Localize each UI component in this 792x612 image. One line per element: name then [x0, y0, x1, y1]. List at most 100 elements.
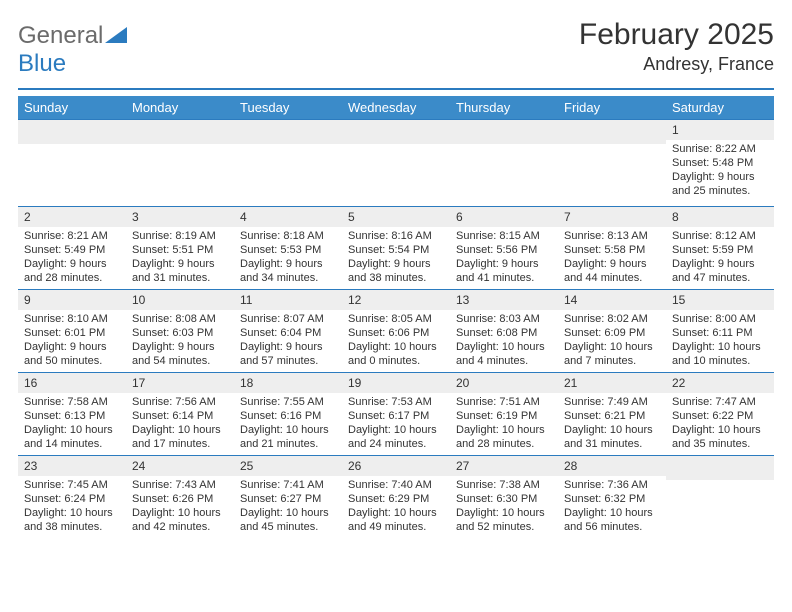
location: Andresy, France — [579, 54, 774, 75]
daylight-text: Daylight: 10 hours and 42 minutes. — [132, 506, 228, 534]
sunset-text: Sunset: 6:21 PM — [564, 409, 660, 423]
sunset-text: Sunset: 6:14 PM — [132, 409, 228, 423]
daylight-text: Daylight: 9 hours and 25 minutes. — [672, 170, 768, 198]
sunrise-text: Sunrise: 7:58 AM — [24, 395, 120, 409]
daylight-text: Daylight: 10 hours and 31 minutes. — [564, 423, 660, 451]
sunrise-text: Sunrise: 8:00 AM — [672, 312, 768, 326]
day-body: Sunrise: 7:55 AMSunset: 6:16 PMDaylight:… — [234, 393, 342, 455]
day-number: 3 — [126, 206, 234, 227]
day-number: 1 — [666, 119, 774, 140]
sunrise-text: Sunrise: 8:16 AM — [348, 229, 444, 243]
day-cell: 27Sunrise: 7:38 AMSunset: 6:30 PMDayligh… — [450, 455, 558, 542]
day-cell: 6Sunrise: 8:15 AMSunset: 5:56 PMDaylight… — [450, 206, 558, 289]
daylight-text: Daylight: 10 hours and 56 minutes. — [564, 506, 660, 534]
day-body: Sunrise: 8:12 AMSunset: 5:59 PMDaylight:… — [666, 227, 774, 289]
sunrise-text: Sunrise: 7:53 AM — [348, 395, 444, 409]
day-number: 19 — [342, 372, 450, 393]
sunrise-text: Sunrise: 8:12 AM — [672, 229, 768, 243]
daylight-text: Daylight: 9 hours and 31 minutes. — [132, 257, 228, 285]
day-body: Sunrise: 8:16 AMSunset: 5:54 PMDaylight:… — [342, 227, 450, 289]
sunrise-text: Sunrise: 7:49 AM — [564, 395, 660, 409]
sunset-text: Sunset: 5:53 PM — [240, 243, 336, 257]
day-number: 2 — [18, 206, 126, 227]
daylight-text: Daylight: 9 hours and 28 minutes. — [24, 257, 120, 285]
day-cell — [558, 119, 666, 206]
day-cell: 7Sunrise: 8:13 AMSunset: 5:58 PMDaylight… — [558, 206, 666, 289]
sunset-text: Sunset: 6:09 PM — [564, 326, 660, 340]
sunrise-text: Sunrise: 8:08 AM — [132, 312, 228, 326]
day-number-empty — [450, 119, 558, 144]
weekday-cell: Tuesday — [234, 96, 342, 119]
day-cell — [666, 455, 774, 542]
sunrise-text: Sunrise: 7:55 AM — [240, 395, 336, 409]
daylight-text: Daylight: 10 hours and 14 minutes. — [24, 423, 120, 451]
day-number-empty — [558, 119, 666, 144]
sunset-text: Sunset: 6:22 PM — [672, 409, 768, 423]
daylight-text: Daylight: 9 hours and 44 minutes. — [564, 257, 660, 285]
day-body-empty — [666, 480, 774, 542]
logo-text-2: Blue — [18, 50, 66, 77]
day-body: Sunrise: 8:18 AMSunset: 5:53 PMDaylight:… — [234, 227, 342, 289]
sunrise-text: Sunrise: 8:05 AM — [348, 312, 444, 326]
weeks-container: 1Sunrise: 8:22 AMSunset: 5:48 PMDaylight… — [18, 119, 774, 542]
day-body-empty — [558, 144, 666, 206]
daylight-text: Daylight: 10 hours and 38 minutes. — [24, 506, 120, 534]
sunset-text: Sunset: 5:54 PM — [348, 243, 444, 257]
day-cell: 2Sunrise: 8:21 AMSunset: 5:49 PMDaylight… — [18, 206, 126, 289]
day-body: Sunrise: 7:36 AMSunset: 6:32 PMDaylight:… — [558, 476, 666, 538]
day-number-empty — [342, 119, 450, 144]
sunrise-text: Sunrise: 8:18 AM — [240, 229, 336, 243]
day-body-empty — [126, 144, 234, 206]
day-body: Sunrise: 7:58 AMSunset: 6:13 PMDaylight:… — [18, 393, 126, 455]
sunset-text: Sunset: 6:01 PM — [24, 326, 120, 340]
daylight-text: Daylight: 10 hours and 24 minutes. — [348, 423, 444, 451]
day-number: 16 — [18, 372, 126, 393]
day-body: Sunrise: 8:05 AMSunset: 6:06 PMDaylight:… — [342, 310, 450, 372]
day-number-empty — [666, 455, 774, 480]
logo-triangle-icon — [105, 22, 127, 50]
daylight-text: Daylight: 10 hours and 52 minutes. — [456, 506, 552, 534]
sunrise-text: Sunrise: 7:43 AM — [132, 478, 228, 492]
daylight-text: Daylight: 10 hours and 0 minutes. — [348, 340, 444, 368]
day-body: Sunrise: 7:40 AMSunset: 6:29 PMDaylight:… — [342, 476, 450, 538]
day-body: Sunrise: 8:02 AMSunset: 6:09 PMDaylight:… — [558, 310, 666, 372]
daylight-text: Daylight: 10 hours and 28 minutes. — [456, 423, 552, 451]
weekday-cell: Monday — [126, 96, 234, 119]
weekday-cell: Thursday — [450, 96, 558, 119]
sunset-text: Sunset: 6:24 PM — [24, 492, 120, 506]
day-cell: 10Sunrise: 8:08 AMSunset: 6:03 PMDayligh… — [126, 289, 234, 372]
week-row: 2Sunrise: 8:21 AMSunset: 5:49 PMDaylight… — [18, 206, 774, 289]
daylight-text: Daylight: 10 hours and 7 minutes. — [564, 340, 660, 368]
daylight-text: Daylight: 10 hours and 10 minutes. — [672, 340, 768, 368]
sunrise-text: Sunrise: 7:41 AM — [240, 478, 336, 492]
day-body: Sunrise: 8:00 AMSunset: 6:11 PMDaylight:… — [666, 310, 774, 372]
day-number: 11 — [234, 289, 342, 310]
daylight-text: Daylight: 9 hours and 54 minutes. — [132, 340, 228, 368]
day-cell: 11Sunrise: 8:07 AMSunset: 6:04 PMDayligh… — [234, 289, 342, 372]
day-number: 25 — [234, 455, 342, 476]
day-body: Sunrise: 7:38 AMSunset: 6:30 PMDaylight:… — [450, 476, 558, 538]
sunset-text: Sunset: 6:27 PM — [240, 492, 336, 506]
day-cell — [342, 119, 450, 206]
day-cell: 20Sunrise: 7:51 AMSunset: 6:19 PMDayligh… — [450, 372, 558, 455]
day-number: 7 — [558, 206, 666, 227]
week-row: 16Sunrise: 7:58 AMSunset: 6:13 PMDayligh… — [18, 372, 774, 455]
day-body: Sunrise: 7:45 AMSunset: 6:24 PMDaylight:… — [18, 476, 126, 538]
day-cell: 3Sunrise: 8:19 AMSunset: 5:51 PMDaylight… — [126, 206, 234, 289]
day-cell — [126, 119, 234, 206]
daylight-text: Daylight: 10 hours and 17 minutes. — [132, 423, 228, 451]
sunset-text: Sunset: 6:29 PM — [348, 492, 444, 506]
sunset-text: Sunset: 5:56 PM — [456, 243, 552, 257]
sunset-text: Sunset: 6:16 PM — [240, 409, 336, 423]
day-cell: 18Sunrise: 7:55 AMSunset: 6:16 PMDayligh… — [234, 372, 342, 455]
sunset-text: Sunset: 6:30 PM — [456, 492, 552, 506]
day-cell: 26Sunrise: 7:40 AMSunset: 6:29 PMDayligh… — [342, 455, 450, 542]
day-cell — [234, 119, 342, 206]
calendar-grid: SundayMondayTuesdayWednesdayThursdayFrid… — [18, 96, 774, 542]
day-cell: 16Sunrise: 7:58 AMSunset: 6:13 PMDayligh… — [18, 372, 126, 455]
day-number: 15 — [666, 289, 774, 310]
day-number: 18 — [234, 372, 342, 393]
day-body-empty — [18, 144, 126, 206]
day-body: Sunrise: 8:03 AMSunset: 6:08 PMDaylight:… — [450, 310, 558, 372]
day-number: 5 — [342, 206, 450, 227]
